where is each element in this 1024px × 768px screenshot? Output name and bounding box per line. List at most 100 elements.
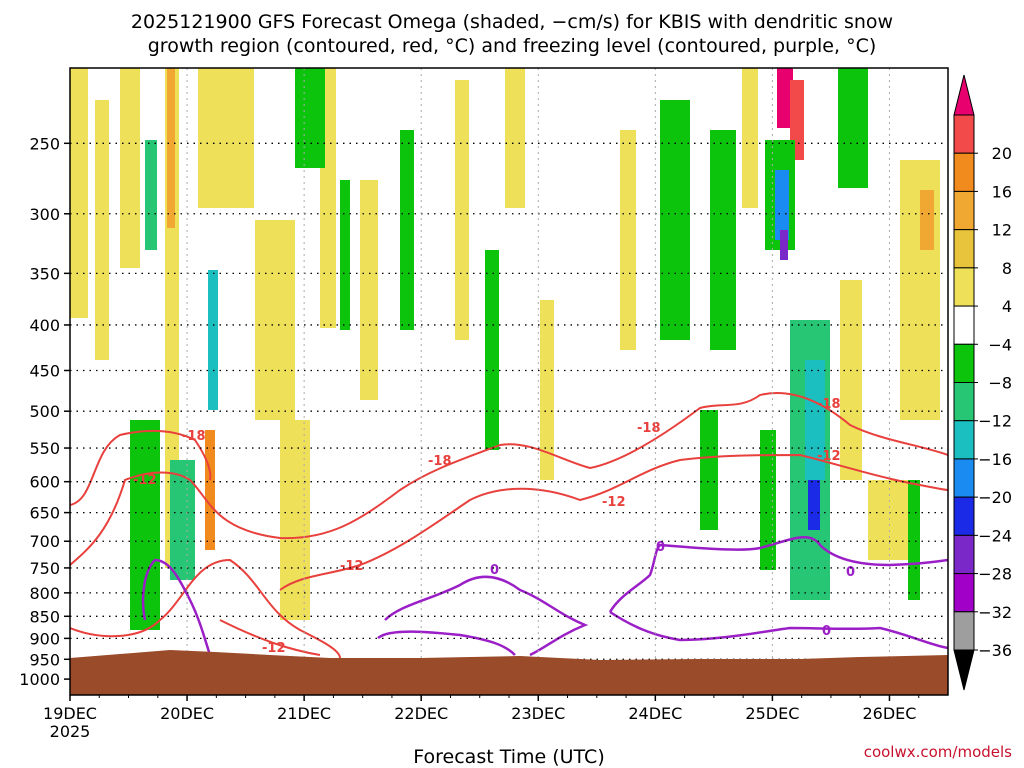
credit-link[interactable]: coolwx.com/models <box>864 743 1012 761</box>
dgz-label: -18 <box>817 397 841 412</box>
colorbar-label: −16 <box>978 450 1012 469</box>
colorbar-segment <box>953 343 975 383</box>
omega-shade-cell <box>777 68 793 128</box>
colorbar-label: −8 <box>988 374 1012 393</box>
omega-shade-cell <box>742 68 758 208</box>
omega-shade-cell <box>840 280 862 480</box>
omega-shade-cell <box>70 68 88 318</box>
dgz-label: -12 <box>340 559 364 574</box>
colorbar-segment <box>953 305 975 345</box>
omega-shade-cell <box>868 480 908 560</box>
colorbar-label: −36 <box>978 641 1012 660</box>
omega-shading <box>70 68 940 630</box>
x-tick-label: 22DEC <box>394 704 448 723</box>
colorbar-label: 4 <box>1002 297 1012 316</box>
freezing-contour-line <box>608 536 948 613</box>
x-tick-label: 23DEC <box>511 704 565 723</box>
y-tick-label: 800 <box>29 584 60 603</box>
omega-shade-cell <box>208 270 218 410</box>
y-tick-label: 550 <box>29 439 60 458</box>
y-tick-label: 300 <box>29 205 60 224</box>
x-tick-label: 25DEC <box>745 704 799 723</box>
colorbar-cap-bottom <box>953 649 975 691</box>
y-tick-label: 700 <box>29 532 60 551</box>
colorbar-label: −20 <box>978 488 1012 507</box>
omega-shade-cell <box>805 360 825 480</box>
colorbar-label: 12 <box>992 221 1012 240</box>
omega-shade-cell <box>505 68 525 208</box>
colorbar-segment <box>953 114 975 154</box>
y-tick-label: 750 <box>29 559 60 578</box>
omega-shade-cell <box>455 80 469 340</box>
freezing-contour-line <box>609 610 948 650</box>
colorbar-segment <box>953 190 975 231</box>
dgz-label: -18 <box>182 429 206 444</box>
y-tick-label: 250 <box>29 134 60 153</box>
omega-shade-cell <box>95 100 109 360</box>
omega-shade-cell <box>255 220 295 420</box>
omega-shade-cell <box>360 180 378 400</box>
x-axis-title: Forecast Time (UTC) <box>413 746 604 768</box>
omega-shade-cell <box>170 460 195 580</box>
y-tick-label: 950 <box>29 650 60 669</box>
omega-shade-cell <box>400 130 414 330</box>
dgz-contour-line <box>279 453 948 591</box>
x-tick-label: 26DEC <box>862 704 916 723</box>
y-tick-label: 350 <box>29 264 60 283</box>
colorbar-segment <box>953 420 975 460</box>
omega-shade-cell <box>780 230 788 260</box>
freezing-contour-labels: 0 0 0 0 <box>490 540 855 639</box>
dgz-contour-line <box>70 392 948 566</box>
colorbar-segment <box>953 573 975 613</box>
y-tick-label: 900 <box>29 629 60 648</box>
omega-shade-cell <box>145 140 157 250</box>
colorbar-label: −4 <box>988 335 1012 354</box>
colorbar-segment <box>953 382 975 422</box>
omega-shade-cell <box>775 170 789 240</box>
omega-shade-cell <box>760 430 776 570</box>
dgz-contour-line <box>70 558 341 659</box>
omega-shade-cell <box>620 130 636 350</box>
y-tick-label: 600 <box>29 473 60 492</box>
dgz-contours <box>70 392 948 659</box>
y-tick-label: 400 <box>29 316 60 335</box>
x-axis: 19DEC 20DEC 21DEC 22DEC 23DEC 24DEC 25DEC 26DEC <box>43 695 920 723</box>
x-tick-label: 21DEC <box>277 704 331 723</box>
omega-shade-cell <box>120 68 140 268</box>
y-tick-label: 450 <box>29 361 60 380</box>
x-tick-label: 24DEC <box>628 704 682 723</box>
ground-surface <box>70 650 948 695</box>
omega-shade-cell <box>838 68 868 188</box>
omega-shade-cell <box>280 420 310 620</box>
colorbar-segment <box>953 458 975 498</box>
omega-shade-cell <box>340 180 350 330</box>
dgz-contour-line <box>219 619 321 656</box>
dgz-contour-line <box>70 429 212 506</box>
omega-shade-cell <box>920 190 934 250</box>
colorbar-cap-top <box>953 74 975 116</box>
omega-shade-cell <box>167 68 175 228</box>
dgz-label: -12 <box>817 449 841 464</box>
freezing-contour-line <box>141 558 212 656</box>
y-tick-label: 1000 <box>19 670 60 689</box>
colorbar-segment <box>953 152 975 192</box>
freezing-label: 0 <box>846 565 855 580</box>
freezing-contours <box>141 536 948 657</box>
omega-shade-cell <box>295 68 325 168</box>
colorbar-segment <box>953 496 975 536</box>
y-tick-label: 850 <box>29 607 60 626</box>
colorbar-label: −32 <box>978 603 1012 622</box>
chart-title-line1: 2025121900 GFS Forecast Omega (shaded, −… <box>131 11 893 33</box>
colorbar-segment <box>953 534 975 575</box>
omega-shade-cell <box>130 420 160 630</box>
omega-shade-cell <box>485 250 499 450</box>
freezing-contour-line <box>384 575 589 657</box>
colorbar-label: −28 <box>978 565 1012 584</box>
colorbar-segment <box>953 611 975 651</box>
colorbar-segment <box>953 229 975 269</box>
omega-shade-cell <box>198 68 254 208</box>
colorbar-label: 16 <box>992 182 1012 201</box>
omega-shade-cell <box>908 480 920 600</box>
freezing-label: 0 <box>822 624 831 639</box>
